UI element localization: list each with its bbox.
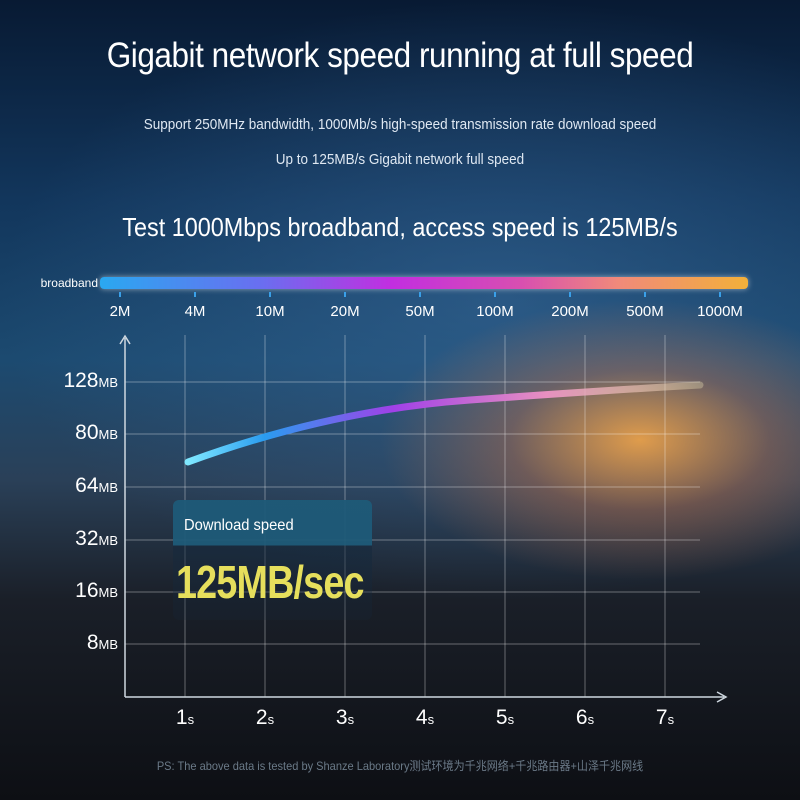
subtitle-speed: Up to 125MB/s Gigabit network full speed: [275, 151, 525, 168]
x-unit: s: [507, 712, 515, 727]
x-unit: s: [347, 712, 355, 727]
test-statement: Test 1000Mbps broadband, access speed is…: [122, 212, 678, 242]
x-axis-label: 1s: [155, 706, 215, 730]
x-value: 4: [415, 706, 428, 729]
y-axis-label: 8MB: [0, 631, 118, 655]
y-value: 64: [75, 474, 99, 497]
headline: Gigabit network speed running at full sp…: [106, 36, 694, 75]
y-unit: MB: [98, 480, 119, 495]
callout-value: 125MB/sec: [176, 556, 364, 608]
y-value: 8: [86, 631, 99, 654]
subtitle-bandwidth: Support 250MHz bandwidth, 1000Mb/s high-…: [143, 116, 657, 133]
broadband-tick-mark: [194, 292, 196, 297]
download-speed-callout: [173, 500, 372, 620]
broadband-tick-label: 500M: [626, 303, 664, 320]
callout-label: Download speed: [184, 517, 294, 534]
x-unit: s: [267, 712, 275, 727]
x-unit: s: [187, 712, 195, 727]
broadband-tick-label: 100M: [476, 303, 514, 320]
x-value: 2: [255, 706, 268, 729]
y-axis-label: 32MB: [0, 527, 118, 551]
broadband-tick-label: 50M: [405, 303, 435, 320]
broadband-tick-mark: [119, 292, 121, 297]
x-axis-label: 5s: [475, 706, 535, 730]
x-axis-label: 7s: [635, 706, 695, 730]
broadband-tick-mark: [269, 292, 271, 297]
y-unit: MB: [98, 533, 119, 548]
y-unit: MB: [98, 427, 119, 442]
x-axis-label: 4s: [395, 706, 455, 730]
y-value: 128: [63, 369, 99, 392]
speed-curve: [184, 381, 704, 466]
broadband-tick-label: 2M: [109, 303, 131, 320]
y-axis-arrow-icon: [119, 334, 131, 345]
y-axis-label: 80MB: [0, 421, 118, 445]
broadband-tick-mark: [344, 292, 346, 297]
broadband-tick-label: 20M: [330, 303, 360, 320]
y-unit: MB: [98, 585, 119, 600]
broadband-tick-mark: [569, 292, 571, 297]
footnote: PS: The above data is tested by Shanze L…: [156, 759, 644, 773]
broadband-label: broadband: [40, 276, 98, 290]
x-value: 1: [175, 706, 188, 729]
x-unit: s: [587, 712, 595, 727]
x-value: 6: [575, 706, 588, 729]
y-axis-label: 128MB: [0, 369, 118, 393]
broadband-tick-mark: [719, 292, 721, 297]
broadband-tick-label: 1000M: [697, 303, 743, 320]
x-axis-label: 3s: [315, 706, 375, 730]
x-value: 3: [335, 706, 348, 729]
broadband-tick-mark: [419, 292, 421, 297]
broadband-tick-mark: [494, 292, 496, 297]
y-unit: MB: [98, 375, 119, 390]
x-axis-label: 6s: [555, 706, 615, 730]
broadband-tick-mark: [644, 292, 646, 297]
x-axis-label: 2s: [235, 706, 295, 730]
broadband-gradient-bar: [100, 277, 748, 289]
x-value: 5: [495, 706, 508, 729]
broadband-tick-label: 10M: [255, 303, 285, 320]
y-value: 16: [75, 579, 99, 602]
x-axis-arrow-icon: [716, 691, 728, 703]
y-value: 32: [75, 527, 99, 550]
y-axis-label: 16MB: [0, 579, 118, 603]
y-axis-label: 64MB: [0, 474, 118, 498]
y-value: 80: [75, 421, 99, 444]
x-value: 7: [655, 706, 668, 729]
y-unit: MB: [98, 637, 119, 652]
broadband-tick-label: 4M: [184, 303, 206, 320]
broadband-tick-label: 200M: [551, 303, 589, 320]
x-unit: s: [667, 712, 675, 727]
x-unit: s: [427, 712, 435, 727]
